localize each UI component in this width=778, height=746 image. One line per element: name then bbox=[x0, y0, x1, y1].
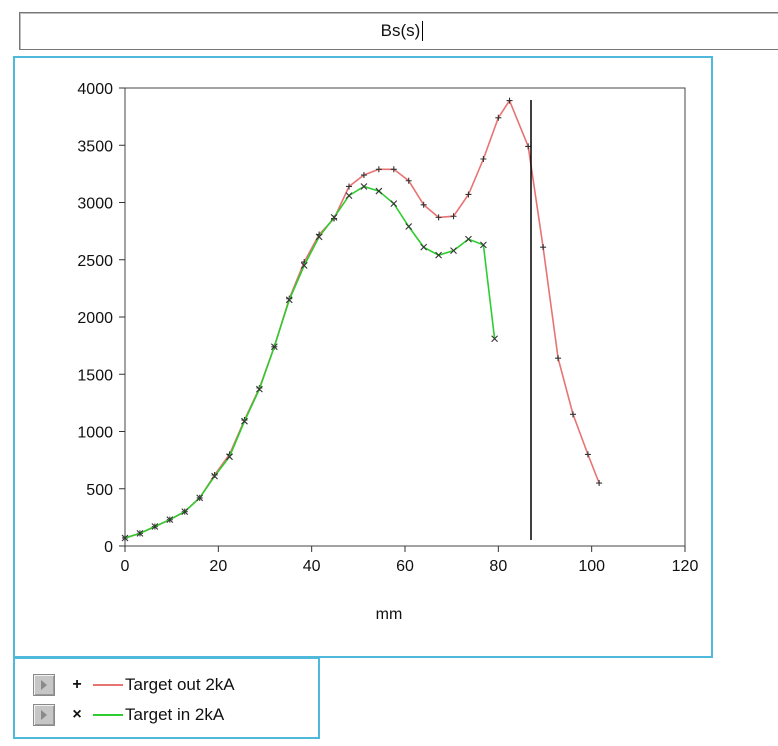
x-tick-label: 0 bbox=[121, 558, 130, 575]
y-tick-label: 1500 bbox=[77, 367, 113, 384]
plot-frame bbox=[124, 87, 686, 547]
data-point-marker bbox=[241, 417, 248, 425]
data-point-marker bbox=[435, 214, 442, 221]
x-tick-label: 80 bbox=[489, 558, 507, 575]
data-point-marker bbox=[491, 335, 498, 343]
plot-panel: 0 20 40 60 80 100 120 0 500 1000 1500 2000 2500 3000 3… bbox=[13, 56, 713, 658]
data-point-marker bbox=[196, 494, 204, 502]
x-tick-label: 120 bbox=[672, 558, 699, 575]
x-tick-label: 100 bbox=[578, 558, 605, 575]
legend-line-swatch bbox=[93, 684, 123, 686]
legend-label: Target in 2kA bbox=[125, 705, 225, 724]
x-marker-icon: × bbox=[72, 706, 82, 723]
legend-item-target-in: × Target in 2kA bbox=[15, 700, 224, 730]
line-chart: 0 20 40 60 80 100 120 0 500 1000 1500 2000 2500 3000 3… bbox=[77, 81, 699, 623]
data-point-marker bbox=[480, 155, 487, 162]
data-point-marker bbox=[300, 262, 308, 269]
data-point-marker bbox=[420, 201, 427, 208]
legend: + Target out 2kA × Target in 2kA bbox=[13, 657, 320, 739]
data-point-marker bbox=[345, 192, 353, 200]
data-point-marker bbox=[256, 385, 263, 393]
data-point-marker bbox=[330, 213, 338, 221]
data-point-marker bbox=[181, 508, 189, 516]
x-axis-label: mm bbox=[376, 606, 403, 623]
text-caret bbox=[422, 21, 424, 41]
data-point-marker bbox=[136, 530, 144, 537]
data-point-marker bbox=[360, 183, 368, 190]
data-point-marker bbox=[435, 251, 442, 259]
data-point-marker bbox=[570, 411, 576, 418]
data-point-marker bbox=[270, 343, 278, 351]
data-point-marker bbox=[166, 516, 174, 524]
data-point-marker bbox=[390, 166, 397, 173]
data-point-marker bbox=[506, 97, 513, 104]
data-point-marker bbox=[420, 243, 428, 251]
data-point-marker bbox=[285, 296, 293, 304]
data-point-marker bbox=[555, 355, 562, 362]
data-point-marker bbox=[226, 453, 233, 461]
legend-line-swatch bbox=[93, 714, 123, 716]
data-point-marker bbox=[375, 166, 382, 173]
data-point-marker bbox=[450, 247, 457, 254]
play-icon bbox=[41, 680, 47, 690]
data-point-marker bbox=[360, 172, 367, 179]
chart-title-field[interactable]: Bs(s) bbox=[19, 12, 778, 50]
y-tick-label: 1000 bbox=[77, 425, 113, 442]
data-point-marker bbox=[596, 480, 603, 487]
data-point-marker bbox=[375, 187, 383, 195]
y-tick-label: 500 bbox=[86, 482, 113, 499]
y-tick-label: 2000 bbox=[77, 310, 113, 327]
data-point-marker bbox=[480, 241, 487, 249]
y-tick-label: 3000 bbox=[77, 196, 113, 213]
data-point-marker bbox=[211, 472, 218, 480]
play-icon bbox=[41, 710, 47, 720]
data-point-marker bbox=[315, 233, 323, 241]
data-point-marker bbox=[465, 191, 472, 198]
legend-label: Target out 2kA bbox=[125, 675, 235, 694]
data-point-marker bbox=[450, 213, 457, 220]
y-tick-label: 0 bbox=[104, 539, 113, 556]
data-point-marker bbox=[465, 235, 472, 243]
x-tick-label: 60 bbox=[396, 558, 414, 575]
legend-item-target-out: + Target out 2kA bbox=[15, 670, 235, 700]
data-point-marker bbox=[405, 177, 412, 184]
y-tick-label: 2500 bbox=[77, 253, 113, 270]
plus-marker-icon: + bbox=[72, 676, 82, 693]
data-point-marker bbox=[121, 534, 129, 542]
y-tick-label: 4000 bbox=[77, 81, 113, 98]
data-point-marker bbox=[584, 451, 591, 458]
data-point-marker bbox=[151, 523, 159, 530]
data-point-marker bbox=[525, 143, 532, 150]
data-point-marker bbox=[390, 200, 398, 208]
legend-toggle-button[interactable] bbox=[33, 674, 55, 696]
data-point-marker bbox=[405, 223, 413, 230]
data-point-marker bbox=[346, 183, 352, 190]
data-point-marker bbox=[540, 244, 547, 251]
x-tick-label: 40 bbox=[303, 558, 321, 575]
y-tick-label: 3500 bbox=[77, 138, 113, 155]
chart-title: Bs(s) bbox=[380, 21, 421, 40]
data-point-marker bbox=[495, 114, 502, 121]
legend-toggle-button[interactable] bbox=[33, 704, 55, 726]
x-tick-label: 20 bbox=[209, 558, 227, 575]
